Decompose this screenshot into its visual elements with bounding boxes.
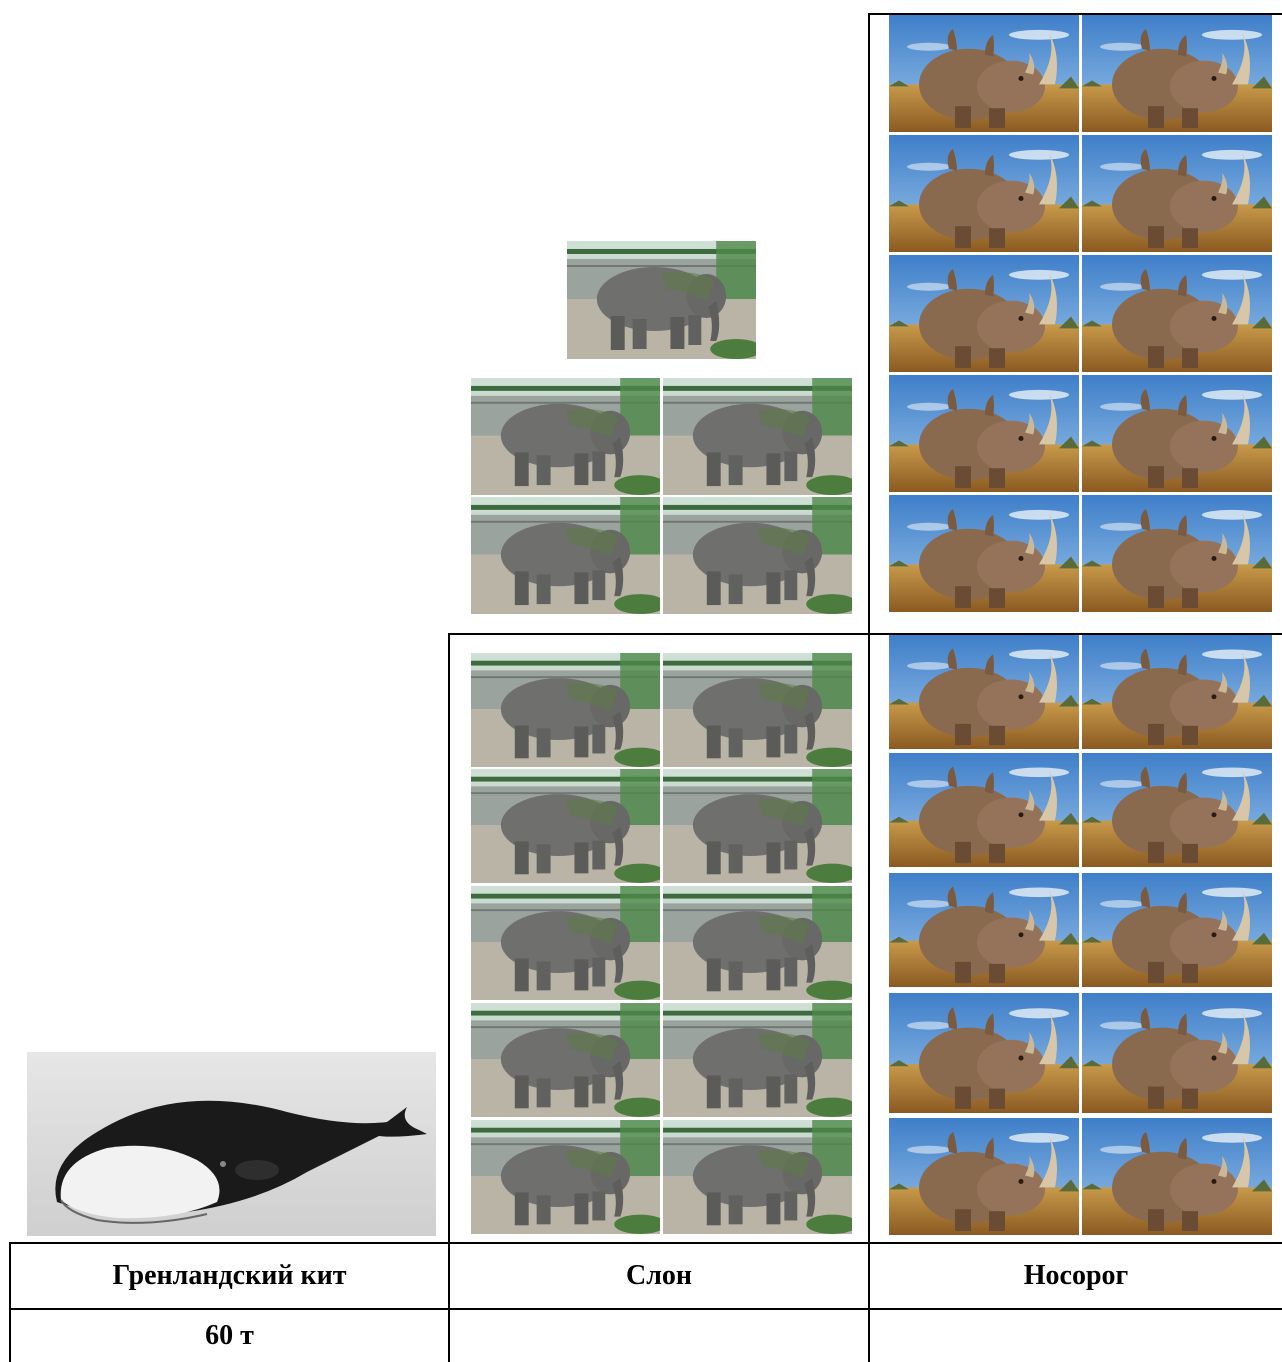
rhino-image (1082, 873, 1272, 987)
header-cell-rhino: Носорог (1023, 1260, 1129, 1291)
header-bottom-border (9, 1308, 1282, 1310)
weight-cell-whale: 60 т (205, 1320, 254, 1351)
weight-cell-rhino (870, 1310, 1282, 1362)
rhino-image (1082, 375, 1272, 492)
elephant-image (471, 886, 660, 1000)
weight-cell-elephant (450, 1310, 868, 1362)
header-cell-whale: Гренландский кит (112, 1260, 347, 1291)
mid-horizontal-border (448, 633, 1282, 635)
rhino-image (889, 255, 1079, 372)
rhino-image (1082, 495, 1272, 612)
rhino-image (889, 753, 1079, 867)
elephant-image (471, 1120, 660, 1234)
rhino-image (1082, 1118, 1272, 1235)
elephant-image (471, 653, 660, 767)
rhino-image (1082, 15, 1272, 132)
elephant-image (471, 497, 660, 614)
rhino-image (1082, 993, 1272, 1113)
rhino-column-left-border (868, 13, 870, 1362)
table-left-border (9, 1242, 11, 1362)
header-cell-elephant: Слон (625, 1260, 693, 1291)
rhino-image (1082, 753, 1272, 867)
rhino-image (1082, 255, 1272, 372)
rhino-image (889, 635, 1079, 749)
elephant-image (663, 886, 852, 1000)
elephant-image (471, 1003, 660, 1117)
elephant-column-left-border (448, 633, 450, 1362)
rhino-image (889, 15, 1079, 132)
rhino-image (889, 135, 1079, 252)
rhino-image (889, 873, 1079, 987)
elephant-image (663, 653, 852, 767)
rhino-image (889, 993, 1079, 1113)
rhino-image (889, 495, 1079, 612)
bowhead-whale-image (27, 1052, 436, 1236)
elephant-image (663, 1003, 852, 1117)
elephant-image (663, 378, 852, 495)
elephant-image (471, 378, 660, 495)
elephant-image (663, 769, 852, 883)
elephant-image (663, 1120, 852, 1234)
rhino-image (889, 375, 1079, 492)
rhino-image (1082, 135, 1272, 252)
outer-top-border (869, 13, 1282, 15)
elephant-image (471, 769, 660, 883)
rhino-image (889, 1118, 1079, 1235)
elephant-image (663, 497, 852, 614)
header-top-border (9, 1242, 1282, 1244)
elephant-image (567, 241, 756, 359)
rhino-image (1082, 635, 1272, 749)
